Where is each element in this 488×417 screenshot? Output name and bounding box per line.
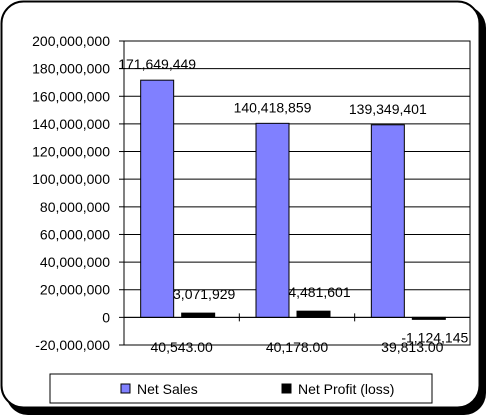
data-label-net-sales: 171,649,449 — [118, 56, 196, 72]
y-tick-label: 140,000,000 — [32, 116, 110, 132]
bar-net-profit — [181, 312, 216, 318]
data-label-net-profit: -1,124,145 — [401, 329, 468, 345]
legend-box — [49, 373, 433, 404]
y-tick-label: 80,000,000 — [40, 199, 110, 215]
data-label-net-profit: 4,481,601 — [288, 284, 350, 300]
y-tick-label: 40,000,000 — [40, 254, 110, 270]
y-tick-label: 100,000,000 — [32, 171, 110, 187]
legend-label-net-profit: Net Profit (loss) — [298, 381, 394, 397]
y-tick-label: 60,000,000 — [40, 226, 110, 242]
x-tick-label: 39,813.00 — [381, 339, 443, 355]
x-tick-label: 40,178.00 — [266, 339, 328, 355]
legend-item-net-sales: Net Sales — [120, 381, 198, 397]
y-tick-label: 180,000,000 — [32, 61, 110, 77]
bar-net-sales — [255, 122, 290, 318]
y-tick-label: 160,000,000 — [32, 88, 110, 104]
bar-net-profit — [296, 310, 331, 318]
legend-label-net-sales: Net Sales — [137, 381, 198, 397]
legend-swatch-net-profit — [281, 383, 292, 394]
x-axis: 40,543.00 40,178.00 39,813.00 — [124, 313, 470, 355]
y-tick-label: 120,000,000 — [32, 144, 110, 160]
legend-item-net-profit: Net Profit (loss) — [281, 381, 394, 397]
bar-net-sales — [140, 79, 175, 318]
data-label-net-profit: 3,071,929 — [173, 286, 235, 302]
data-label-net-sales: 140,418,859 — [234, 99, 312, 115]
y-axis: 200,000,000 180,000,000 160,000,000 140,000… — [32, 33, 124, 353]
y-tick-label: -20,000,000 — [35, 337, 110, 353]
plot-area — [123, 40, 471, 346]
data-label-net-sales: 139,349,401 — [349, 101, 427, 117]
y-tick-label: 200,000,000 — [32, 33, 110, 49]
y-tick-label: 0 — [102, 309, 110, 325]
bar-net-sales — [370, 124, 405, 318]
x-tick-label: 40,543.00 — [151, 339, 213, 355]
legend-swatch-net-sales — [120, 383, 131, 394]
data-labels: 171,649,449 3,071,929 140,418,859 4,481,601… — [118, 56, 468, 345]
y-tick-label: 20,000,000 — [40, 282, 110, 298]
bars — [140, 79, 446, 320]
